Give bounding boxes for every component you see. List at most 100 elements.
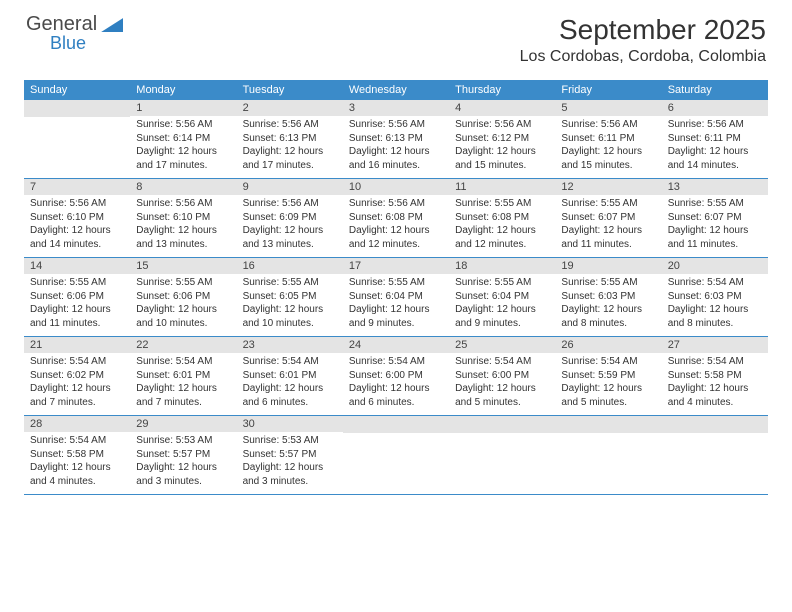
sunset-text: Sunset: 6:10 PM <box>136 211 230 225</box>
day-body: Sunrise: 5:56 AMSunset: 6:13 PMDaylight:… <box>343 116 449 178</box>
sunrise-text: Sunrise: 5:55 AM <box>243 276 337 290</box>
daylight-text: Daylight: 12 hours and 3 minutes. <box>243 461 337 488</box>
day-cell: 6Sunrise: 5:56 AMSunset: 6:11 PMDaylight… <box>662 100 768 179</box>
day-cell: 14Sunrise: 5:55 AMSunset: 6:06 PMDayligh… <box>24 258 130 337</box>
logo-text: General Blue <box>26 14 97 52</box>
sunrise-text: Sunrise: 5:54 AM <box>136 355 230 369</box>
day-cell: 3Sunrise: 5:56 AMSunset: 6:13 PMDaylight… <box>343 100 449 179</box>
month-title: September 2025 <box>520 14 766 46</box>
day-cell: 8Sunrise: 5:56 AMSunset: 6:10 PMDaylight… <box>130 179 236 258</box>
day-number: 10 <box>343 179 449 195</box>
sunset-text: Sunset: 6:07 PM <box>668 211 762 225</box>
sunset-text: Sunset: 6:04 PM <box>349 290 443 304</box>
day-body: Sunrise: 5:55 AMSunset: 6:03 PMDaylight:… <box>555 274 661 336</box>
day-body: Sunrise: 5:56 AMSunset: 6:14 PMDaylight:… <box>130 116 236 178</box>
day-body-empty <box>24 117 130 175</box>
day-body-empty <box>449 433 555 491</box>
sunset-text: Sunset: 6:05 PM <box>243 290 337 304</box>
dow-monday: Monday <box>130 80 236 100</box>
daylight-text: Daylight: 12 hours and 13 minutes. <box>136 224 230 251</box>
sunset-text: Sunset: 6:06 PM <box>136 290 230 304</box>
sunrise-text: Sunrise: 5:55 AM <box>455 276 549 290</box>
daylight-text: Daylight: 12 hours and 8 minutes. <box>668 303 762 330</box>
day-number: 6 <box>662 100 768 116</box>
day-cell: 22Sunrise: 5:54 AMSunset: 6:01 PMDayligh… <box>130 337 236 416</box>
daylight-text: Daylight: 12 hours and 10 minutes. <box>243 303 337 330</box>
day-number: 1 <box>130 100 236 116</box>
calendar-body: 1Sunrise: 5:56 AMSunset: 6:14 PMDaylight… <box>24 100 768 495</box>
day-body: Sunrise: 5:56 AMSunset: 6:11 PMDaylight:… <box>555 116 661 178</box>
day-cell <box>24 100 130 179</box>
sunset-text: Sunset: 6:12 PM <box>455 132 549 146</box>
day-cell: 26Sunrise: 5:54 AMSunset: 5:59 PMDayligh… <box>555 337 661 416</box>
calendar-table: Sunday Monday Tuesday Wednesday Thursday… <box>24 80 768 495</box>
day-cell: 20Sunrise: 5:54 AMSunset: 6:03 PMDayligh… <box>662 258 768 337</box>
daylight-text: Daylight: 12 hours and 6 minutes. <box>349 382 443 409</box>
day-body: Sunrise: 5:54 AMSunset: 6:02 PMDaylight:… <box>24 353 130 415</box>
sunset-text: Sunset: 6:09 PM <box>243 211 337 225</box>
day-cell: 18 Sunrise: 5:55 AMSunset: 6:04 PMDayligh… <box>449 258 555 337</box>
day-body: Sunrise: 5:56 AMSunset: 6:10 PMDaylight:… <box>130 195 236 257</box>
day-body: Sunrise: 5:56 AMSunset: 6:13 PMDaylight:… <box>237 116 343 178</box>
day-number: 21 <box>24 337 130 353</box>
week-row: 14Sunrise: 5:55 AMSunset: 6:06 PMDayligh… <box>24 258 768 337</box>
title-block: September 2025 Los Cordobas, Cordoba, Co… <box>520 14 766 66</box>
daylight-text: Daylight: 12 hours and 16 minutes. <box>349 145 443 172</box>
sunset-text: Sunset: 6:04 PM <box>455 290 549 304</box>
daylight-text: Daylight: 12 hours and 12 minutes. <box>455 224 549 251</box>
day-body: Sunrise: 5:56 AMSunset: 6:10 PMDaylight:… <box>24 195 130 257</box>
day-cell: 1Sunrise: 5:56 AMSunset: 6:14 PMDaylight… <box>130 100 236 179</box>
sunrise-text: Sunrise: 5:54 AM <box>561 355 655 369</box>
sunrise-text: Sunrise: 5:56 AM <box>243 118 337 132</box>
sunrise-text: Sunrise: 5:56 AM <box>349 118 443 132</box>
sunrise-text: Sunrise: 5:55 AM <box>561 197 655 211</box>
day-number: 27 <box>662 337 768 353</box>
week-row: 7Sunrise: 5:56 AMSunset: 6:10 PMDaylight… <box>24 179 768 258</box>
day-number: 9 <box>237 179 343 195</box>
day-cell: 15Sunrise: 5:55 AMSunset: 6:06 PMDayligh… <box>130 258 236 337</box>
sunrise-text: Sunrise: 5:56 AM <box>30 197 124 211</box>
day-body: Sunrise: 5:54 AMSunset: 5:58 PMDaylight:… <box>662 353 768 415</box>
sunset-text: Sunset: 6:00 PM <box>455 369 549 383</box>
daylight-text: Daylight: 12 hours and 14 minutes. <box>668 145 762 172</box>
day-number: 30 <box>237 416 343 432</box>
sunset-text: Sunset: 5:57 PM <box>243 448 337 462</box>
day-body: Sunrise: 5:55 AMSunset: 6:06 PMDaylight:… <box>24 274 130 336</box>
day-cell: 27Sunrise: 5:54 AMSunset: 5:58 PMDayligh… <box>662 337 768 416</box>
sunrise-text: Sunrise: 5:56 AM <box>455 118 549 132</box>
sunset-text: Sunset: 6:13 PM <box>349 132 443 146</box>
daylight-text: Daylight: 12 hours and 6 minutes. <box>243 382 337 409</box>
daylight-text: Daylight: 12 hours and 13 minutes. <box>243 224 337 251</box>
header: General Blue September 2025 Los Cordobas… <box>0 0 792 74</box>
logo-triangle-icon <box>101 18 123 32</box>
sunset-text: Sunset: 6:01 PM <box>136 369 230 383</box>
day-body: Sunrise: 5:54 AMSunset: 6:00 PMDaylight:… <box>343 353 449 415</box>
day-body: Sunrise: 5:55 AMSunset: 6:05 PMDaylight:… <box>237 274 343 336</box>
day-body: Sunrise: 5:56 AMSunset: 6:12 PMDaylight:… <box>449 116 555 178</box>
day-body: Sunrise: 5:55 AMSunset: 6:08 PMDaylight:… <box>449 195 555 257</box>
sunrise-text: Sunrise: 5:54 AM <box>30 355 124 369</box>
logo-word2: Blue <box>50 34 97 52</box>
day-body: Sunrise: 5:54 AMSunset: 5:59 PMDaylight:… <box>555 353 661 415</box>
sunrise-text: Sunrise: 5:54 AM <box>30 434 124 448</box>
day-body: Sunrise: 5:55 AMSunset: 6:04 PMDaylight:… <box>343 274 449 336</box>
sunrise-text: Sunrise: 5:54 AM <box>455 355 549 369</box>
day-cell <box>555 416 661 495</box>
day-body: Sunrise: 5:53 AMSunset: 5:57 PMDaylight:… <box>130 432 236 494</box>
day-cell: 13Sunrise: 5:55 AMSunset: 6:07 PMDayligh… <box>662 179 768 258</box>
day-number: 18 <box>449 258 555 274</box>
day-body: Sunrise: 5:54 AMSunset: 5:58 PMDaylight:… <box>24 432 130 494</box>
day-number: 20 <box>662 258 768 274</box>
dow-wednesday: Wednesday <box>343 80 449 100</box>
day-cell: 25Sunrise: 5:54 AMSunset: 6:00 PMDayligh… <box>449 337 555 416</box>
daylight-text: Daylight: 12 hours and 9 minutes. <box>455 303 549 330</box>
day-cell: 12Sunrise: 5:55 AMSunset: 6:07 PMDayligh… <box>555 179 661 258</box>
day-number: 13 <box>662 179 768 195</box>
day-number: 8 <box>130 179 236 195</box>
daylight-text: Daylight: 12 hours and 5 minutes. <box>561 382 655 409</box>
logo-word1: General <box>26 13 97 35</box>
dow-tuesday: Tuesday <box>237 80 343 100</box>
day-number: 23 <box>237 337 343 353</box>
sunset-text: Sunset: 6:08 PM <box>455 211 549 225</box>
daylight-text: Daylight: 12 hours and 3 minutes. <box>136 461 230 488</box>
